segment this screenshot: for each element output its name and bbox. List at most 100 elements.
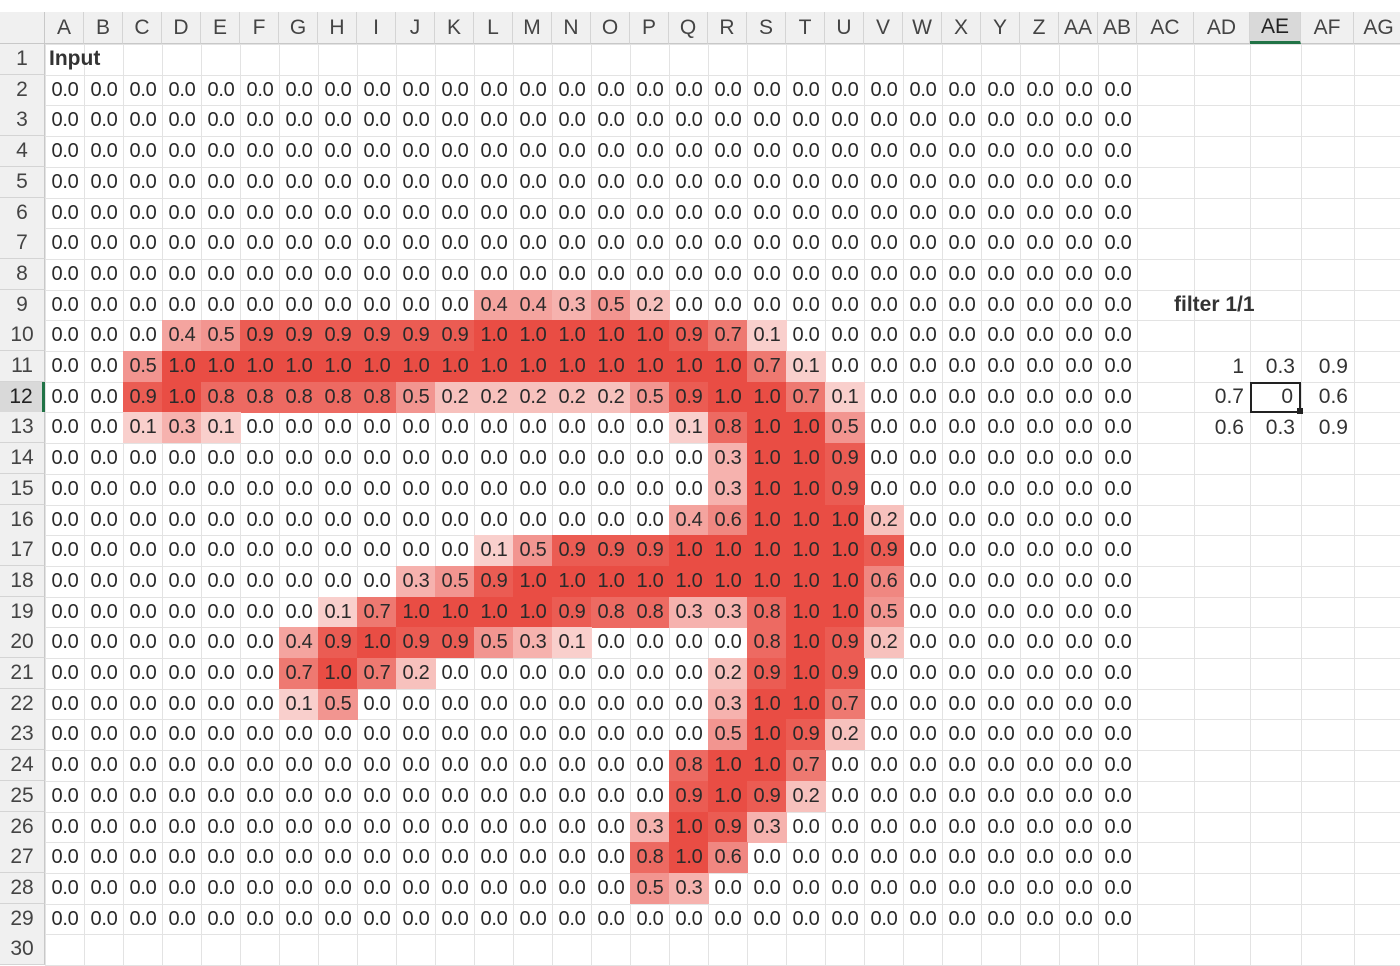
grid-cell[interactable]: 0.0 xyxy=(168,692,196,715)
grid-cell[interactable]: 0.9 xyxy=(825,473,865,505)
grid-cell[interactable]: 0.0 xyxy=(870,170,898,193)
grid-cell[interactable]: 0.0 xyxy=(480,692,508,715)
grid-cell[interactable]: 0.0 xyxy=(246,723,274,746)
row-header-8[interactable]: 8 xyxy=(0,258,45,290)
grid-cell[interactable]: 0.0 xyxy=(402,539,430,562)
grid-cell[interactable]: 0.0 xyxy=(1065,78,1093,101)
grid-cell[interactable]: 0.0 xyxy=(870,477,898,500)
grid-cell[interactable]: 0.8 xyxy=(708,412,748,444)
grid-cell[interactable]: 0.0 xyxy=(285,140,313,163)
grid-cell[interactable]: 0.0 xyxy=(324,447,352,470)
grid-cell[interactable]: 0.0 xyxy=(1065,569,1093,592)
grid-cell[interactable]: 0.0 xyxy=(1065,447,1093,470)
grid-cell[interactable]: 0.0 xyxy=(636,631,664,654)
grid-cell[interactable]: 0.0 xyxy=(207,723,235,746)
grid-cell[interactable]: 0.0 xyxy=(675,170,703,193)
grid-cell[interactable]: 0.0 xyxy=(441,170,469,193)
grid-cell[interactable]: 0.0 xyxy=(1065,355,1093,377)
grid-cell[interactable]: 0.0 xyxy=(363,78,391,101)
grid-cell[interactable]: 0.0 xyxy=(363,723,391,746)
grid-cell[interactable]: 0.0 xyxy=(90,262,118,285)
grid-cell[interactable]: 0.0 xyxy=(51,692,79,715)
grid-cell[interactable]: 0.0 xyxy=(558,262,586,285)
grid-cell[interactable]: 0.0 xyxy=(870,815,898,838)
grid-cell[interactable]: 0.0 xyxy=(168,907,196,930)
grid-cell[interactable]: 0.0 xyxy=(90,539,118,562)
grid-cell[interactable]: 0.9 xyxy=(825,443,865,475)
filter-cell[interactable]: 1 xyxy=(1232,354,1244,378)
grid-cell[interactable]: 1.0 xyxy=(474,320,514,352)
grid-cell[interactable]: 1.0 xyxy=(630,320,670,352)
grid-cell[interactable]: 0.0 xyxy=(753,876,781,899)
grid-cell[interactable]: 0.0 xyxy=(558,815,586,838)
grid-cell[interactable]: 0.0 xyxy=(207,815,235,838)
grid-cell[interactable]: 0.0 xyxy=(831,815,859,838)
grid-cell[interactable]: 1.0 xyxy=(630,565,670,597)
column-header-H[interactable]: H xyxy=(318,12,357,44)
column-header-K[interactable]: K xyxy=(435,12,474,44)
grid-cell[interactable]: 0.0 xyxy=(207,109,235,132)
grid-cell[interactable]: 0.5 xyxy=(318,688,358,720)
grid-cell[interactable]: 0.0 xyxy=(1026,815,1054,838)
column-header-AB[interactable]: AB xyxy=(1098,12,1137,44)
grid-cell[interactable]: 0.0 xyxy=(90,508,118,531)
grid-cell[interactable]: 0.0 xyxy=(207,539,235,562)
grid-cell[interactable]: 0.0 xyxy=(324,262,352,285)
grid-cell[interactable]: 0.0 xyxy=(909,109,937,132)
row-header-24[interactable]: 24 xyxy=(0,750,45,782)
grid-cell[interactable]: 1.0 xyxy=(708,381,748,413)
grid-cell[interactable]: 0.0 xyxy=(870,784,898,807)
grid-cell[interactable]: 0.0 xyxy=(1026,232,1054,255)
grid-cell[interactable]: 0.0 xyxy=(870,692,898,715)
grid-cell[interactable]: 0.0 xyxy=(285,846,313,869)
grid-cell[interactable]: 0.0 xyxy=(714,201,742,224)
column-header-D[interactable]: D xyxy=(162,12,201,44)
grid-cell[interactable]: 0.0 xyxy=(129,262,157,285)
grid-cell[interactable]: 1.0 xyxy=(786,627,826,659)
grid-cell[interactable]: 0.0 xyxy=(129,907,157,930)
grid-cell[interactable]: 0.0 xyxy=(246,508,274,531)
grid-cell[interactable]: 0.0 xyxy=(207,508,235,531)
grid-cell[interactable]: 0.0 xyxy=(597,876,625,899)
grid-cell[interactable]: 0.0 xyxy=(558,447,586,470)
grid-cell[interactable]: 0.0 xyxy=(909,447,937,470)
row-header-5[interactable]: 5 xyxy=(0,166,45,198)
grid-cell[interactable]: 0.0 xyxy=(597,723,625,746)
grid-cell[interactable]: 0.0 xyxy=(1065,754,1093,777)
grid-cell[interactable]: 0.0 xyxy=(558,508,586,531)
grid-cell[interactable]: 0.0 xyxy=(909,355,937,377)
grid-cell[interactable]: 0.0 xyxy=(1026,324,1054,347)
grid-cell[interactable]: 0.0 xyxy=(51,508,79,531)
grid-cell[interactable]: 0.7 xyxy=(786,750,826,782)
grid-cell[interactable]: 0.0 xyxy=(597,662,625,684)
grid-cell[interactable]: 0.5 xyxy=(825,412,865,444)
grid-cell[interactable]: 0.0 xyxy=(480,754,508,777)
grid-cell[interactable]: 0.0 xyxy=(168,754,196,777)
grid-cell[interactable]: 0.0 xyxy=(636,692,664,715)
grid-cell[interactable]: 0.0 xyxy=(90,232,118,255)
row-header-20[interactable]: 20 xyxy=(0,627,45,659)
grid-cell[interactable]: 0.0 xyxy=(597,815,625,838)
grid-cell[interactable]: 0.0 xyxy=(51,754,79,777)
grid-cell[interactable]: 1.0 xyxy=(747,750,787,782)
grid-cell[interactable]: 0.0 xyxy=(1104,324,1132,347)
grid-cell[interactable]: 0.0 xyxy=(402,447,430,470)
grid-cell[interactable]: 0.0 xyxy=(909,262,937,285)
grid-cell[interactable]: 1.0 xyxy=(669,535,709,567)
grid-cell[interactable]: 0.0 xyxy=(129,447,157,470)
grid-cell[interactable]: 0.9 xyxy=(669,780,709,812)
grid-cell[interactable]: 0.0 xyxy=(363,846,391,869)
grid-cell[interactable]: 0.0 xyxy=(831,784,859,807)
grid-cell[interactable]: 0.8 xyxy=(279,381,319,413)
grid-cell[interactable]: 0.8 xyxy=(318,381,358,413)
grid-cell[interactable]: 0.0 xyxy=(909,784,937,807)
grid-cell[interactable]: 0.0 xyxy=(363,109,391,132)
grid-cell[interactable]: 0.0 xyxy=(948,508,976,531)
grid-cell[interactable]: 0.0 xyxy=(51,907,79,930)
grid-cell[interactable]: 0.0 xyxy=(1104,140,1132,163)
row-header-29[interactable]: 29 xyxy=(0,903,45,935)
grid-cell[interactable]: 0.0 xyxy=(987,78,1015,101)
grid-cell[interactable]: 0.0 xyxy=(1026,201,1054,224)
grid-cell[interactable]: 0.0 xyxy=(831,355,859,377)
grid-cell[interactable]: 0.0 xyxy=(753,78,781,101)
